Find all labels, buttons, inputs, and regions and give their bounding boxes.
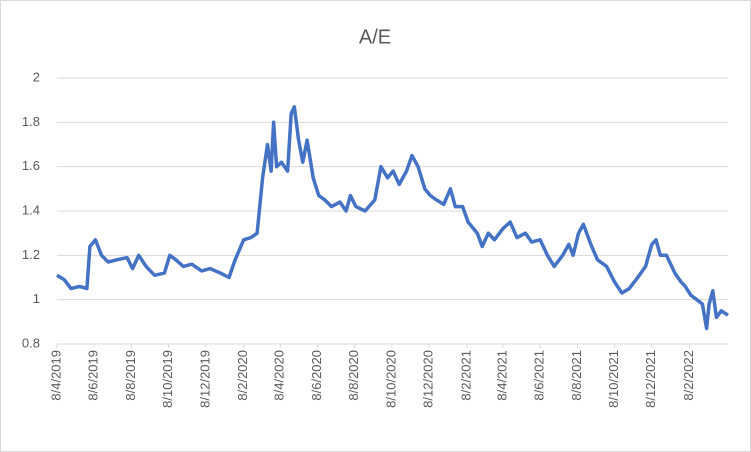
chart-title: A/E: [359, 26, 391, 48]
x-tick-label: 8/6/2021: [532, 350, 547, 401]
x-tick-label: 8/12/2019: [197, 350, 212, 408]
data-line: [56, 105, 729, 331]
x-tick-label: 8/8/2019: [123, 350, 138, 401]
x-tick-label: 8/8/2021: [569, 350, 584, 401]
x-tick-label: 8/12/2020: [421, 350, 436, 408]
y-tick-label: 1.2: [22, 247, 40, 262]
y-tick-label: 1.6: [22, 158, 40, 173]
y-tick-label: 1.8: [22, 114, 40, 129]
x-tick-label: 8/12/2021: [643, 350, 658, 408]
x-tick-label: 8/2/2021: [458, 350, 473, 401]
x-tick-label: 8/8/2020: [346, 350, 361, 401]
x-tick-label: 8/6/2019: [86, 350, 101, 401]
x-tick-label: 8/4/2020: [272, 350, 287, 401]
x-tick-label: 8/10/2021: [606, 350, 621, 408]
x-tick-label: 8/10/2019: [160, 350, 175, 408]
x-tick-label: 8/10/2020: [383, 350, 398, 408]
x-tick-label: 8/2/2020: [235, 350, 250, 401]
x-tick-label: 8/4/2019: [48, 350, 63, 401]
y-tick-label: 1: [33, 291, 40, 306]
x-tick-label: 8/2/2022: [681, 350, 696, 401]
y-tick-label: 0.8: [22, 335, 40, 350]
x-tick-label: 8/6/2020: [309, 350, 324, 401]
x-tick-label: 8/4/2021: [494, 350, 509, 401]
y-tick-label: 2: [33, 69, 40, 84]
y-tick-label: 1.4: [22, 202, 40, 217]
